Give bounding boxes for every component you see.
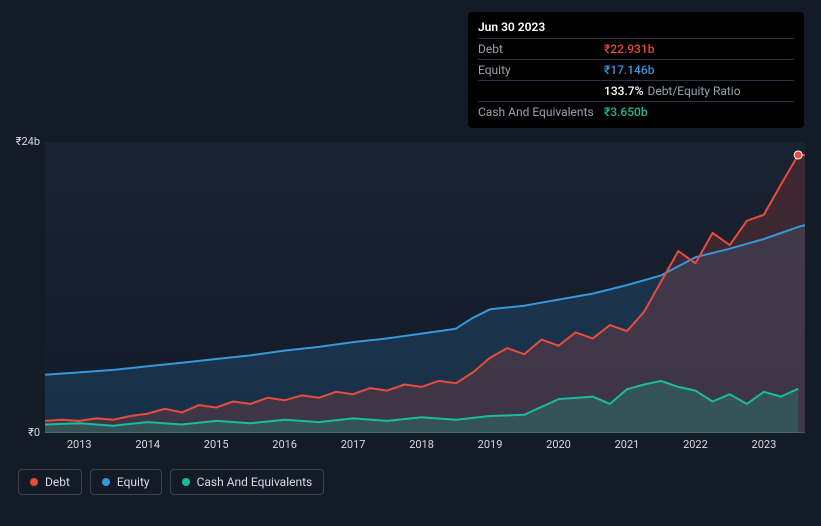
chart-tooltip: Jun 30 2023 Debt₹22.931bEquity₹17.146b13… xyxy=(468,12,804,128)
tooltip-row: Equity₹17.146b xyxy=(478,59,794,80)
legend-item-debt[interactable]: Debt xyxy=(18,469,82,495)
tooltip-row: 133.7% Debt/Equity Ratio xyxy=(478,80,794,101)
tooltip-row-value: ₹3.650b xyxy=(604,105,648,119)
tooltip-row-value: 133.7% xyxy=(604,84,643,98)
tooltip-row-label: Debt xyxy=(478,42,604,56)
x-axis-label: 2018 xyxy=(409,438,434,451)
legend-label: Debt xyxy=(45,475,70,489)
x-axis-label: 2019 xyxy=(478,438,503,451)
legend-dot-icon xyxy=(102,478,110,486)
legend-dot-icon xyxy=(30,478,38,486)
y-axis-label: ₹0 xyxy=(0,426,40,439)
tooltip-row-extra: Debt/Equity Ratio xyxy=(647,84,740,98)
y-axis-label: ₹24b xyxy=(0,135,40,148)
x-axis-label: 2016 xyxy=(272,438,297,451)
x-axis-label: 2013 xyxy=(67,438,92,451)
x-axis-label: 2014 xyxy=(135,438,160,451)
legend-label: Equity xyxy=(117,475,150,489)
x-axis-label: 2020 xyxy=(546,438,571,451)
debt-equity-chart: ₹24b₹0 201320142015201620172018201920202… xyxy=(0,120,821,470)
x-axis-label: 2015 xyxy=(204,438,229,451)
legend-dot-icon xyxy=(182,478,190,486)
chart-legend: Debt Equity Cash And Equivalents xyxy=(18,469,324,495)
hover-marker xyxy=(794,151,802,159)
x-axis-label: 2023 xyxy=(752,438,777,451)
tooltip-row-label: Equity xyxy=(478,63,604,77)
tooltip-row-value: ₹17.146b xyxy=(604,63,654,77)
legend-item-equity[interactable]: Equity xyxy=(90,469,162,495)
x-axis-label: 2017 xyxy=(341,438,366,451)
x-axis-label: 2022 xyxy=(683,438,708,451)
legend-label: Cash And Equivalents xyxy=(197,475,313,489)
tooltip-row-value: ₹22.931b xyxy=(604,42,654,56)
tooltip-row: Debt₹22.931b xyxy=(478,38,794,59)
x-axis-labels: 2013 2014 2015 2016 2017 2018 2019 2020 2021 2022… xyxy=(45,438,805,458)
tooltip-date: Jun 30 2023 xyxy=(478,18,794,38)
tooltip-row-label: Cash And Equivalents xyxy=(478,105,604,119)
tooltip-row: Cash And Equivalents₹3.650b xyxy=(478,101,794,122)
tooltip-row-label xyxy=(478,84,604,98)
legend-item-cash[interactable]: Cash And Equivalents xyxy=(170,469,325,495)
x-axis-label: 2021 xyxy=(615,438,640,451)
chart-plot-area[interactable] xyxy=(45,142,805,433)
